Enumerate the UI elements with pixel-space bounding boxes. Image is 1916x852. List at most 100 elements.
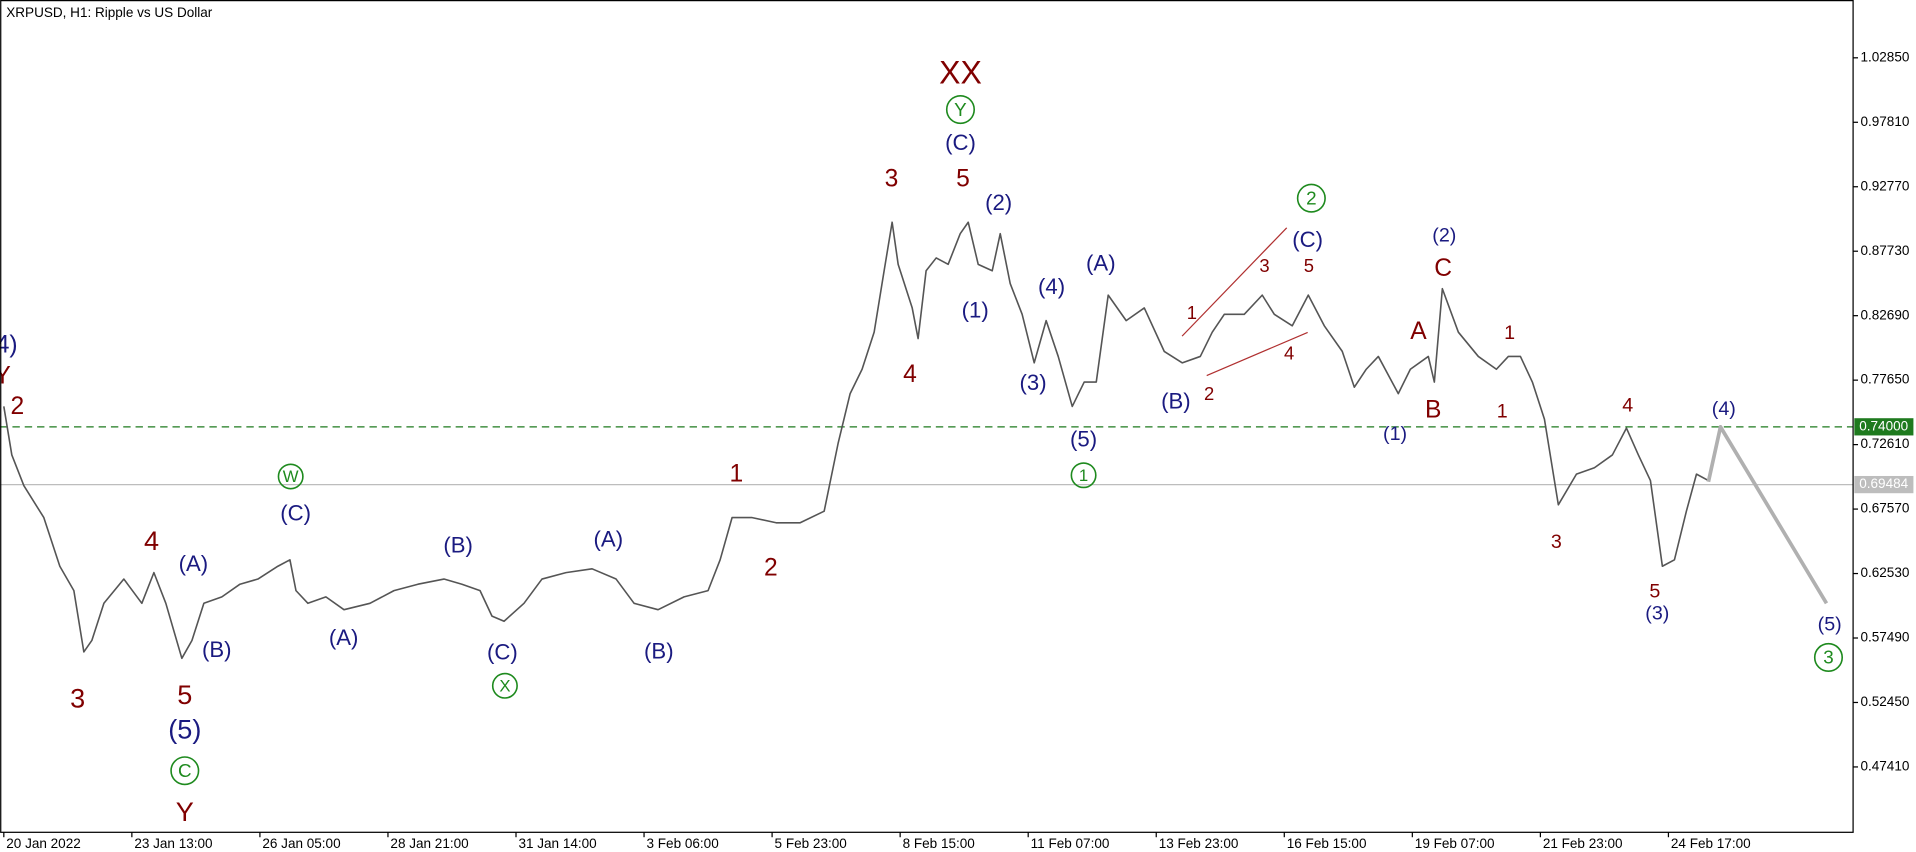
wave-label: Y (176, 796, 194, 827)
x-tick-label: 13 Feb 23:00 (1159, 836, 1239, 851)
y-tick-label: 0.97810 (1860, 114, 1909, 129)
y-tick-label: 0.72610 (1860, 436, 1909, 451)
wave-label: (2) (985, 190, 1012, 215)
wave-label: (A) (329, 625, 359, 650)
wave-label: 3 (885, 165, 899, 192)
wave-label: 3 (1259, 255, 1269, 276)
y-tick-label: 0.92770 (1860, 178, 1909, 193)
price-level-label: 0.74000 (1859, 418, 1908, 433)
wave-label: (A) (594, 526, 624, 551)
wave-label: A (1410, 318, 1427, 345)
x-tick-label: 11 Feb 07:00 (1031, 836, 1110, 851)
wave-label: X (499, 676, 510, 695)
wedge-line (1181, 227, 1288, 337)
x-tick-label: 28 Jan 21:00 (390, 836, 468, 851)
wave-circle (170, 756, 200, 786)
wave-label: 5 (956, 165, 970, 192)
wave-label: 1 (1187, 302, 1197, 323)
wave-label: (5) (1818, 614, 1842, 636)
wave-label: 2 (1204, 383, 1214, 404)
wave-circle (277, 463, 304, 490)
x-tick-label: 8 Feb 15:00 (903, 836, 975, 851)
wave-label: (C) (487, 640, 518, 665)
x-tick-label: 5 Feb 23:00 (775, 836, 847, 851)
x-tick-label: 26 Jan 05:00 (262, 836, 340, 851)
y-tick-label: 0.52450 (1860, 694, 1909, 709)
price-level-label: 0.69484 (1859, 476, 1908, 491)
chart-title: XRPUSD, H1: Ripple vs US Dollar (6, 5, 213, 20)
wave-label: (C) (945, 130, 976, 155)
wave-label: 4 (903, 361, 917, 388)
x-tick-label: 23 Jan 13:00 (134, 836, 212, 851)
wave-label: 4 (1284, 342, 1294, 363)
wave-label: (C) (280, 501, 311, 526)
wave-label: (5) (1070, 427, 1097, 452)
wave-label: 4 (144, 525, 159, 556)
price-line (1706, 425, 1829, 605)
price-line (3, 221, 1709, 660)
wave-label: (4) (1038, 274, 1065, 299)
wave-label: B (1425, 397, 1441, 424)
wave-label: (5) (168, 713, 201, 744)
y-tick-label: 0.82690 (1860, 307, 1909, 322)
wave-label: 1 (1497, 401, 1508, 423)
wave-label: XX (939, 55, 982, 91)
wave-label: 3 (1551, 531, 1562, 553)
wave-label: (1) (962, 297, 989, 322)
wave-label: C (1434, 255, 1452, 282)
wave-circle (491, 672, 518, 699)
wave-label: 1 (1079, 466, 1088, 485)
wave-label: (B) (1161, 388, 1191, 413)
wave-label: 2 (1306, 187, 1316, 208)
wave-label: (3) (1645, 603, 1669, 625)
wave-label: 4 (1622, 395, 1633, 417)
plot-frame (0, 0, 1854, 833)
wave-label: 2 (764, 554, 778, 581)
x-tick-label: 21 Feb 23:00 (1543, 836, 1623, 851)
y-tick-label: 0.67570 (1860, 501, 1909, 516)
wave-label: 3 (70, 683, 85, 714)
wave-label: 3 (1823, 647, 1833, 668)
y-tick-label: 0.57490 (1860, 630, 1909, 645)
wave-label: 5 (177, 679, 192, 710)
wave-label: (3) (1020, 370, 1047, 395)
wave-label: 1 (730, 461, 744, 488)
x-tick-label: 19 Feb 07:00 (1415, 836, 1495, 851)
wave-label: Y (0, 362, 11, 389)
wave-label: 5 (1304, 255, 1314, 276)
x-tick-label: 3 Feb 06:00 (647, 836, 719, 851)
wave-label: 2 (11, 393, 25, 420)
wave-label: (1) (1383, 423, 1407, 445)
wave-label: (4) (1712, 398, 1736, 420)
wave-label: Y (954, 99, 967, 120)
wave-circle (945, 95, 976, 125)
wave-circle (1296, 183, 1326, 213)
x-tick-label: 20 Jan 2022 (6, 836, 80, 851)
x-tick-label: 24 Feb 17:00 (1671, 836, 1751, 851)
wave-label: 1 (1504, 322, 1515, 344)
x-tick-label: 31 Jan 14:00 (518, 836, 596, 851)
wave-label: (A) (179, 551, 209, 576)
wave-label: 5 (1649, 580, 1660, 602)
wave-label: (2) (1432, 225, 1456, 247)
wave-label: (4) (0, 331, 18, 358)
y-tick-label: 0.77650 (1860, 372, 1909, 387)
wave-label: (C) (1292, 227, 1323, 252)
y-tick-label: 1.02850 (1860, 49, 1909, 64)
price-level-box (1854, 418, 1914, 436)
wedge-line (1206, 331, 1308, 377)
wave-circle (1070, 462, 1097, 489)
price-level-box (1854, 475, 1914, 494)
wave-label: (B) (644, 638, 674, 663)
wave-circle (1813, 642, 1844, 673)
wave-label: W (283, 467, 299, 486)
wave-label: (B) (443, 533, 473, 558)
x-tick-label: 16 Feb 15:00 (1287, 836, 1367, 851)
wave-label: (B) (202, 637, 232, 662)
y-tick-label: 0.62530 (1860, 565, 1909, 580)
y-tick-label: 0.47410 (1860, 759, 1909, 774)
wave-label: (A) (1086, 251, 1116, 276)
wave-label: C (178, 760, 192, 781)
